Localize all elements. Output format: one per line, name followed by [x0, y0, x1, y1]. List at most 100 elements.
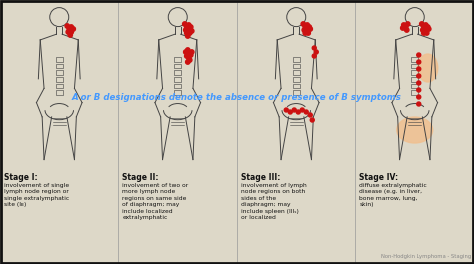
Circle shape [300, 108, 304, 112]
Bar [174, 90, 181, 95]
Circle shape [296, 110, 300, 114]
Bar [56, 64, 63, 68]
Bar [174, 64, 181, 68]
Circle shape [65, 24, 70, 28]
Text: Non-Hodgkin Lymphoma - Staging: Non-Hodgkin Lymphoma - Staging [381, 254, 471, 259]
Circle shape [190, 50, 194, 54]
Circle shape [427, 27, 431, 31]
Circle shape [404, 28, 409, 32]
Circle shape [69, 25, 73, 29]
Circle shape [183, 28, 188, 32]
Circle shape [292, 108, 296, 112]
Circle shape [421, 31, 426, 35]
Bar [56, 90, 63, 95]
Circle shape [284, 108, 288, 112]
Bar [293, 90, 300, 95]
Bar [293, 70, 300, 75]
Bar [293, 57, 300, 62]
Circle shape [426, 25, 430, 29]
Text: diffuse extralymphatic
disease (e.g. in liver,
bone marrow, lung,
skin): diffuse extralymphatic disease (e.g. in … [359, 183, 427, 207]
Circle shape [421, 25, 426, 29]
Circle shape [417, 102, 421, 106]
Circle shape [288, 110, 292, 114]
Circle shape [425, 31, 429, 35]
Circle shape [188, 58, 192, 62]
Text: Stage III:: Stage III: [241, 173, 281, 182]
Circle shape [185, 48, 190, 52]
Circle shape [417, 88, 421, 92]
Circle shape [189, 53, 193, 57]
Circle shape [185, 34, 190, 38]
Circle shape [308, 27, 312, 31]
Circle shape [185, 60, 190, 64]
Circle shape [401, 26, 405, 30]
Circle shape [304, 110, 308, 114]
Circle shape [301, 22, 305, 26]
Text: involvement of lymph
node regions on both
sides of the
diaphragm; may
include sp: involvement of lymph node regions on bot… [241, 183, 307, 220]
Circle shape [417, 81, 421, 85]
Bar [411, 84, 418, 88]
Circle shape [67, 27, 72, 31]
Bar [174, 77, 181, 82]
Circle shape [302, 28, 307, 32]
Circle shape [188, 51, 192, 55]
Bar [293, 84, 300, 88]
Bar [174, 57, 181, 62]
Bar [411, 70, 418, 75]
Text: Stage I:: Stage I: [4, 173, 37, 182]
Text: involvement of single
lymph node region or
single extralymphatic
site (Iᴇ): involvement of single lymph node region … [4, 183, 69, 207]
Circle shape [305, 23, 310, 27]
Bar [174, 84, 181, 88]
Bar [411, 57, 418, 62]
Text: Stage II:: Stage II: [122, 173, 159, 182]
Circle shape [312, 54, 316, 58]
Circle shape [403, 25, 408, 29]
Bar [174, 70, 181, 75]
Circle shape [187, 28, 191, 32]
Circle shape [66, 30, 71, 34]
Circle shape [188, 31, 192, 35]
Circle shape [189, 25, 193, 29]
Circle shape [182, 22, 187, 26]
Circle shape [417, 67, 421, 71]
Circle shape [184, 25, 189, 29]
Circle shape [184, 54, 189, 58]
Text: A or B designations denote the absence or presence of B symptoms: A or B designations denote the absence o… [72, 92, 402, 101]
Circle shape [305, 28, 310, 32]
Circle shape [303, 31, 308, 35]
Circle shape [187, 56, 191, 60]
Circle shape [417, 60, 421, 64]
Circle shape [306, 31, 310, 35]
Circle shape [187, 23, 191, 27]
Circle shape [69, 30, 73, 34]
Ellipse shape [418, 54, 438, 82]
Text: involvement of two or
more lymph node
regions on same side
of diaphragm; may
inc: involvement of two or more lymph node re… [122, 183, 189, 220]
Bar [411, 77, 418, 82]
Circle shape [307, 25, 311, 29]
Circle shape [71, 27, 75, 31]
Circle shape [68, 33, 73, 37]
Circle shape [312, 46, 316, 50]
Bar [293, 77, 300, 82]
Circle shape [183, 50, 188, 54]
Circle shape [401, 23, 406, 27]
Bar [56, 77, 63, 82]
Bar [56, 70, 63, 75]
Circle shape [190, 29, 194, 33]
Bar [56, 57, 63, 62]
Circle shape [303, 25, 308, 29]
Text: Stage IV:: Stage IV: [359, 173, 399, 182]
Circle shape [310, 118, 314, 122]
Circle shape [419, 22, 424, 26]
Circle shape [424, 28, 428, 32]
Circle shape [314, 50, 318, 54]
Circle shape [417, 95, 421, 99]
Circle shape [417, 74, 421, 78]
Bar [411, 64, 418, 68]
Bar [293, 64, 300, 68]
Bar [411, 90, 418, 95]
Bar [56, 84, 63, 88]
Circle shape [420, 28, 425, 32]
Circle shape [417, 53, 421, 57]
Circle shape [184, 31, 189, 35]
